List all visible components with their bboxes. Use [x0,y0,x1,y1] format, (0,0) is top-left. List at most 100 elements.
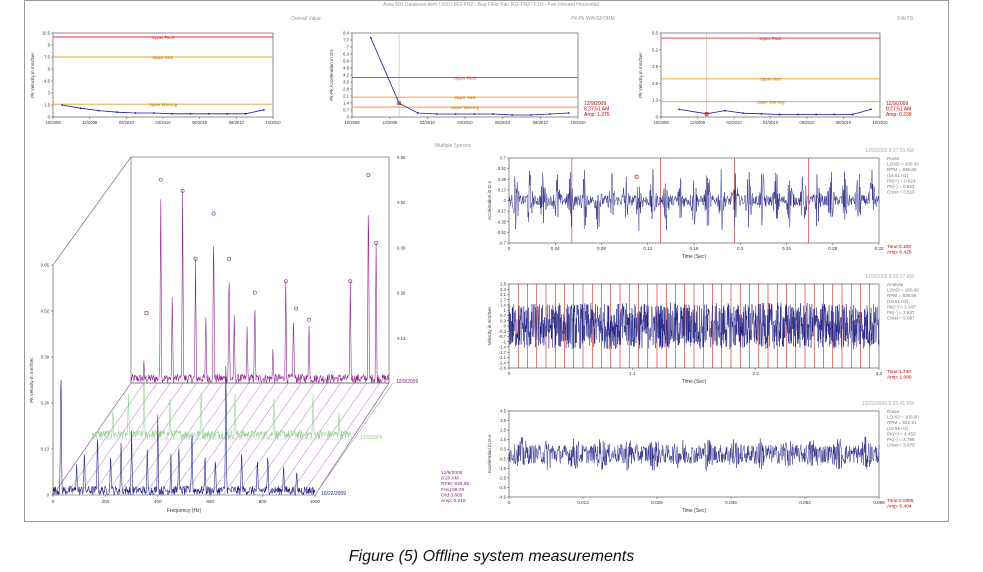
panel-label-3-8xts: 3-8xTS [897,16,914,22]
wave1-ylabel: Velocity in mm/Sec [487,306,492,346]
trend0-point [207,112,210,115]
wave2-signal [508,436,880,471]
waterfall-back-ytick-label: 0.52 [397,200,406,205]
waterfall-readout: 8:20 AM [441,476,459,482]
wave1-info: LOAD = 100.00 [887,288,919,293]
trend0-ytick-label: 3 [48,91,51,96]
wave1-ytick-label: 1 [504,308,507,313]
wave0-xtick-label: 0.08 [597,246,606,251]
wave2-ytick-label: 1.5 [500,437,506,442]
spectrum-peak-marker [180,188,185,193]
trend1-xtick-label: 08/2010 [533,120,549,125]
trend1-ytick-label: 1.4 [343,101,349,106]
wave1-ytick-label: 0.7 [500,313,506,318]
wave2-readout: Amp: 0.404 [887,504,912,510]
waterfall-readout: Amp: 0.219 [441,498,466,504]
waterfall-readout: Ord:3.605 [441,492,463,498]
wave1-ytick-label: 2.8 [500,282,506,287]
spectrum-peak-marker [227,256,231,261]
waterfall-xtick-label: 1000 [310,499,321,504]
wave2-info: (15.55 Hz) [887,426,909,431]
spectrum-peak-marker [307,317,311,322]
waterfall-edge-top [52,156,132,266]
trend0-point [244,112,247,115]
trend2-readout: 12/9/2009 [886,101,908,107]
trend1-ytick-label: 0.7 [343,108,349,113]
trend0-xtick-label: 10/2010 [265,120,281,125]
trend1-point [435,113,438,115]
trend0-threshold-label: Upper Warning [149,102,178,107]
waterfall-ytick-label: 0.52 [41,309,50,314]
trend2-ytick-label: 6.5 [652,31,658,36]
waterfall-ytick-label: 0.26 [41,401,50,406]
wave1-ytick-label: 2.1 [500,292,506,297]
wave2-xtick-label: 0.039 [725,500,737,505]
wave0-ytick-label: 0.35 [498,177,507,182]
trend0-xtick-label: 10/2009 [45,120,61,125]
trend2-point [723,109,726,112]
waterfall-back-ytick-label: 0.65 [397,155,406,160]
trend2-xtick-label: 04/2010 [763,120,779,125]
trend2-ylabel: Pk Velocity in mm/Sec [638,52,643,98]
wave0-info: Route [887,156,900,161]
trend1-threshold-label: Upper Warning [451,105,480,110]
waterfall-floor-hatch [314,382,394,496]
trend2-xtick-label: 12/2009 [690,120,706,125]
waterfall-xtick-label: 600 [206,499,214,504]
wave0-xtick-label: 0.32 [875,246,884,251]
wave0-xlabel: Time (Sec) [682,254,707,260]
waterfall-xtick-label: 800 [259,499,267,504]
wave2-ytick-label: -1.5 [499,466,507,471]
wave0-info: Crest = 3.513 [887,190,915,195]
trend1-ylabel: Pk-Pk Acceleration in G's [329,49,334,101]
spectrum-series-middle [91,371,353,440]
spectrum-peak-marker [283,279,288,284]
wave2-info: PK(-) = 3.796 [887,437,915,442]
trend1-ytick-label: 2.8 [343,87,349,92]
spectrum-peak-marker [158,177,163,182]
wave1-info: Analyse [887,282,904,287]
trend1-point [369,37,372,39]
wave0-xtick-label: 0 [508,246,511,251]
waterfall-ytick-label: 0.39 [41,355,50,360]
header-title: Area 500 Database.dcm / 500 / 502-FN2 - … [383,2,599,8]
wave1-info: PK(-) = 2.637 [887,310,915,315]
trend1-point [492,113,495,115]
trend2-threshold-label: Upper Warning [756,100,785,105]
wave1-ytick-label: 0.3 [500,318,506,323]
trend2-point [869,108,872,111]
wave2-ytick-label: 2.5 [500,428,506,433]
waterfall-ytick-label: 0 [47,493,50,498]
spectrum-cursor-marker [144,311,149,315]
trend2-point [833,113,836,116]
trend0-xtick-label: 04/2010 [155,120,171,125]
trend0-point [134,112,137,114]
trend1-xtick-label: 02/2010 [420,120,436,125]
trend0-point [116,111,119,114]
wave0-ytick-label: -0.52 [496,230,506,235]
wave1-info: (15.61 Hz) [887,299,909,304]
wave0-ytick-label: -0.17 [496,209,506,214]
trend1-cursor-marker [397,101,401,105]
wave1-ytick-label: -0.7 [499,334,507,339]
wave0-xtick-label: 0.2 [737,246,744,251]
waterfall-ytick-label: 0.13 [41,447,50,452]
trend0-point [262,108,265,111]
wave2-info: Crest = 3.978 [887,443,915,448]
trend1-xtick-label: 10/2009 [344,120,360,125]
wave0-info: PK(-) = 0.653 [887,184,915,189]
trend1-point [567,112,570,114]
wave1-ytick-label: -0.3 [499,329,507,334]
trend1-xtick-label: 12/2009 [382,120,398,125]
trend0-threshold-label: Upper Fault [152,35,175,40]
spectrum-peak-marker [294,306,299,311]
wave1-xlabel: Time (Sec) [682,379,707,385]
trend0-point [189,112,192,115]
trend1-xtick-label: 06/2010 [495,120,511,125]
wave0-info: RPM = 936.85 [887,167,917,172]
trend1-ytick-label: 7.7 [343,38,349,43]
wave2-info: Route [887,409,900,414]
trend2-readout: 8:27:51 AM [886,107,911,113]
trend1-ytick-label: 0 [347,115,350,120]
wave0-timestamp: 12/9/2009 8:27:51 AM [865,148,914,154]
